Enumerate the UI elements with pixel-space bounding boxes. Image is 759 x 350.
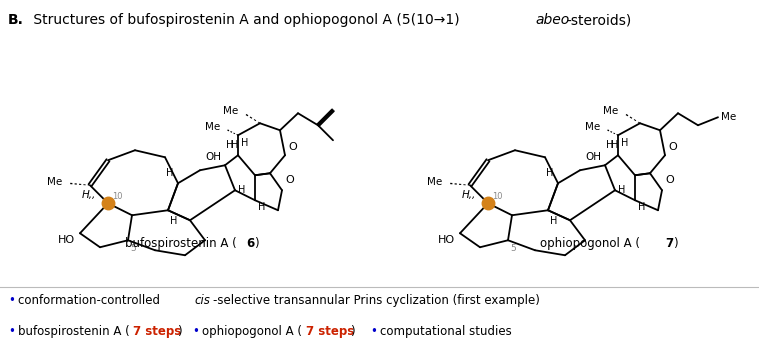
Text: ): ): [177, 326, 181, 338]
Text: 7 steps: 7 steps: [133, 326, 181, 338]
Text: O: O: [668, 142, 677, 152]
Text: 7: 7: [665, 237, 673, 250]
Text: -selective transannular Prins cyclization (first example): -selective transannular Prins cyclizatio…: [213, 294, 540, 307]
Text: O: O: [665, 175, 674, 185]
Text: ): ): [350, 326, 354, 338]
Text: •: •: [8, 294, 15, 307]
Text: OH: OH: [585, 152, 601, 162]
Text: bufospirostenin A (: bufospirostenin A (: [125, 237, 237, 250]
Text: 5: 5: [510, 244, 516, 253]
Text: 5: 5: [130, 244, 136, 253]
Text: •: •: [370, 326, 377, 338]
Text: Me: Me: [584, 122, 600, 132]
Text: ): ): [254, 237, 259, 250]
Text: Me: Me: [427, 177, 442, 187]
Text: H: H: [606, 140, 613, 150]
Text: Me: Me: [205, 122, 220, 132]
Text: H: H: [231, 140, 238, 150]
Text: H,,: H,,: [461, 190, 476, 200]
Text: OH: OH: [205, 152, 221, 162]
Text: H: H: [258, 202, 266, 212]
Text: H,,: H,,: [82, 190, 96, 200]
Text: H: H: [638, 202, 645, 212]
Text: H: H: [618, 185, 625, 195]
Text: ophiopogonol A (: ophiopogonol A (: [202, 326, 302, 338]
Text: HO: HO: [438, 235, 455, 245]
Text: O: O: [285, 175, 294, 185]
Text: H: H: [550, 216, 557, 226]
Text: H: H: [165, 168, 173, 178]
Text: HO: HO: [58, 235, 75, 245]
Text: Me: Me: [603, 106, 618, 116]
Text: •: •: [192, 326, 199, 338]
Text: 10: 10: [112, 192, 122, 201]
Text: computational studies: computational studies: [380, 326, 512, 338]
Text: Me: Me: [47, 177, 62, 187]
Text: Me: Me: [222, 106, 238, 116]
Text: H: H: [225, 140, 233, 150]
Text: H: H: [621, 138, 628, 148]
Text: 10: 10: [492, 192, 502, 201]
Text: Structures of bufospirostenin A and ophiopogonol A (5(10→1): Structures of bufospirostenin A and ophi…: [29, 13, 459, 27]
Text: B.: B.: [8, 13, 24, 27]
Text: H: H: [546, 168, 553, 178]
Text: -steroids): -steroids): [566, 13, 631, 27]
Text: 6: 6: [246, 237, 254, 250]
Text: 7 steps: 7 steps: [306, 326, 354, 338]
Text: H: H: [170, 216, 178, 226]
Text: conformation-controlled: conformation-controlled: [18, 294, 164, 307]
Text: O: O: [288, 142, 297, 152]
Text: abeo: abeo: [536, 13, 570, 27]
Text: ophiopogonol A (: ophiopogonol A (: [540, 237, 640, 250]
Text: H: H: [238, 185, 245, 195]
Text: Me: Me: [721, 112, 736, 122]
Text: cis: cis: [194, 294, 210, 307]
Text: ): ): [673, 237, 678, 250]
Text: H: H: [241, 138, 248, 148]
Text: •: •: [8, 326, 15, 338]
Text: H: H: [611, 140, 619, 150]
Text: bufospirostenin A (: bufospirostenin A (: [18, 326, 130, 338]
